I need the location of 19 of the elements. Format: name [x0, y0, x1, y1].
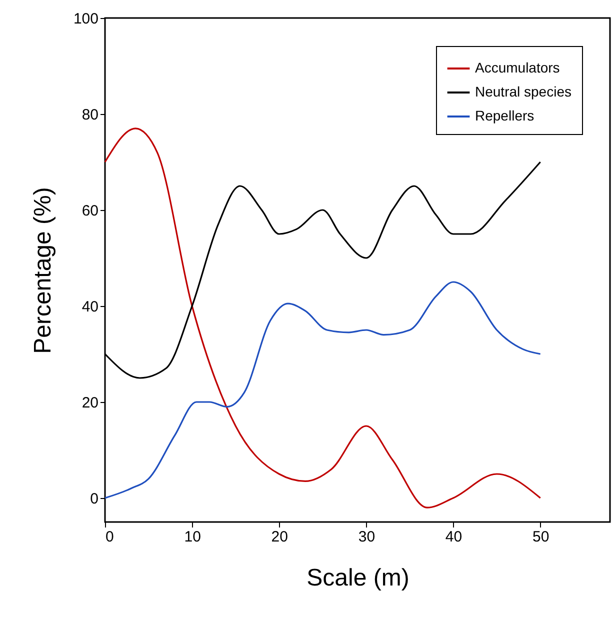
y-tick-label: 20: [82, 394, 98, 412]
line-series: [104, 281, 542, 499]
legend-label: Repellers: [475, 108, 534, 124]
y-tick-label: 80: [82, 106, 98, 124]
y-tick-label: 100: [73, 10, 98, 28]
x-tick-label: 30: [358, 528, 376, 546]
y-tick-label: 0: [90, 490, 98, 508]
x-tick-label: 40: [445, 528, 462, 546]
x-tick-label: 10: [184, 528, 201, 546]
y-tick-label: 60: [82, 202, 98, 220]
y-axis-title: Percentage (%): [29, 187, 56, 354]
x-tick-label: 50: [532, 528, 550, 546]
x-axis-title: Scale (m): [306, 564, 410, 592]
legend-label: Neutral species: [475, 84, 572, 100]
x-tick-label: 20: [271, 528, 288, 546]
line-series: [104, 128, 542, 508]
x-tick-label: 0: [106, 528, 114, 546]
legend-label: Accumulators: [475, 60, 560, 76]
y-tick-label: 40: [82, 298, 98, 316]
